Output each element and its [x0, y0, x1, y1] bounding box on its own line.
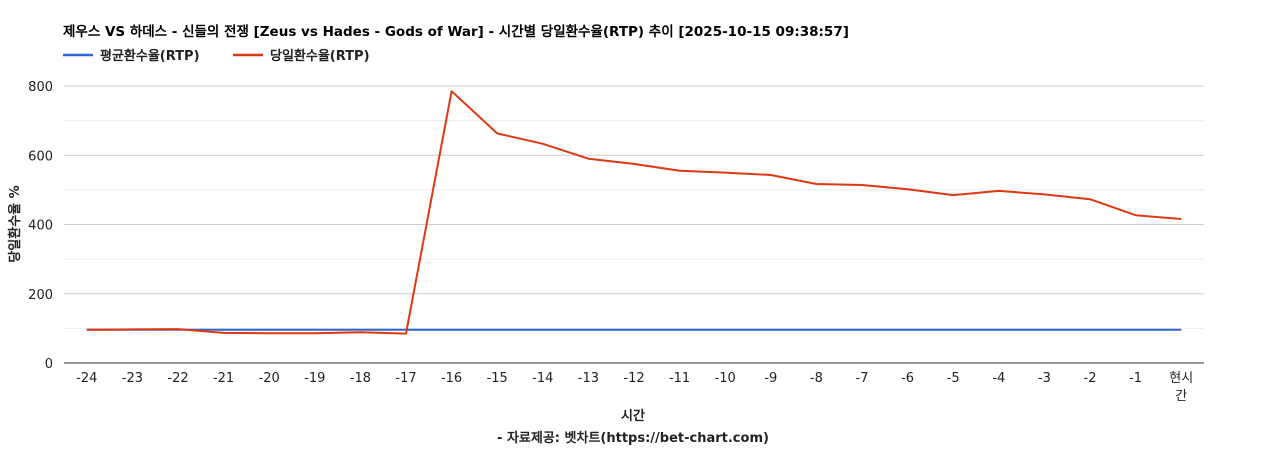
x-tick-label: -17	[395, 371, 416, 386]
x-tick-label: -2	[1084, 371, 1097, 386]
x-tick-label: -4	[992, 371, 1005, 386]
legend-label-average[interactable]: 평균환수율(RTP)	[100, 48, 200, 64]
y-tick-label: 800	[28, 80, 53, 95]
x-tick-label: -23	[122, 371, 143, 386]
x-tick-label: -14	[532, 371, 553, 386]
x-axis-ticks: -24 -23 -22 -21 -20 -19 -18 -17 -16 -15 -14 -13 -12 -…	[76, 371, 1193, 404]
x-tick-label: -24	[76, 371, 97, 386]
legend-label-daily[interactable]: 당일환수율(RTP)	[270, 48, 370, 64]
x-tick-label: -13	[578, 371, 599, 386]
y-axis-ticks: 0 200 400 600 800	[28, 80, 53, 372]
x-tick-label: -5	[947, 371, 960, 386]
x-tick-label: -9	[764, 371, 777, 386]
y-tick-label: 0	[45, 357, 53, 372]
gridlines	[64, 85, 1204, 329]
x-tick-label: -16	[441, 371, 462, 386]
y-axis-title: 당일환수율 %	[7, 185, 23, 262]
y-tick-label: 200	[28, 288, 53, 303]
x-tick-label: -18	[350, 371, 371, 386]
x-tick-label: -10	[715, 371, 736, 386]
x-tick-label: -1	[1129, 371, 1142, 386]
x-tick-label: -12	[623, 371, 644, 386]
x-tick-label: -19	[304, 371, 325, 386]
chart-title: 제우스 VS 하데스 - 신들의 전쟁 [Zeus vs Hades - God…	[63, 23, 849, 40]
x-tick-label: -6	[901, 371, 914, 386]
x-tick-label: 현시 간	[1169, 371, 1193, 404]
x-tick-label: -21	[213, 371, 234, 386]
y-tick-label: 600	[28, 149, 53, 164]
x-tick-label: -15	[487, 371, 508, 386]
series-line-daily	[86, 90, 1182, 335]
y-tick-label: 400	[28, 219, 53, 234]
x-tick-label: -3	[1038, 371, 1051, 386]
series-lines	[86, 90, 1182, 335]
x-tick-label: -22	[167, 371, 188, 386]
x-tick-label: -7	[856, 371, 869, 386]
legend: 평균환수율(RTP) 당일환수율(RTP)	[63, 48, 370, 64]
x-tick-label: -8	[810, 371, 823, 386]
data-credit: - 자료제공: 벳차트(https://bet-chart.com)	[497, 430, 769, 446]
x-tick-label: -11	[669, 371, 690, 386]
x-tick-label: -20	[259, 371, 280, 386]
x-axis-title: 시간	[621, 408, 645, 424]
